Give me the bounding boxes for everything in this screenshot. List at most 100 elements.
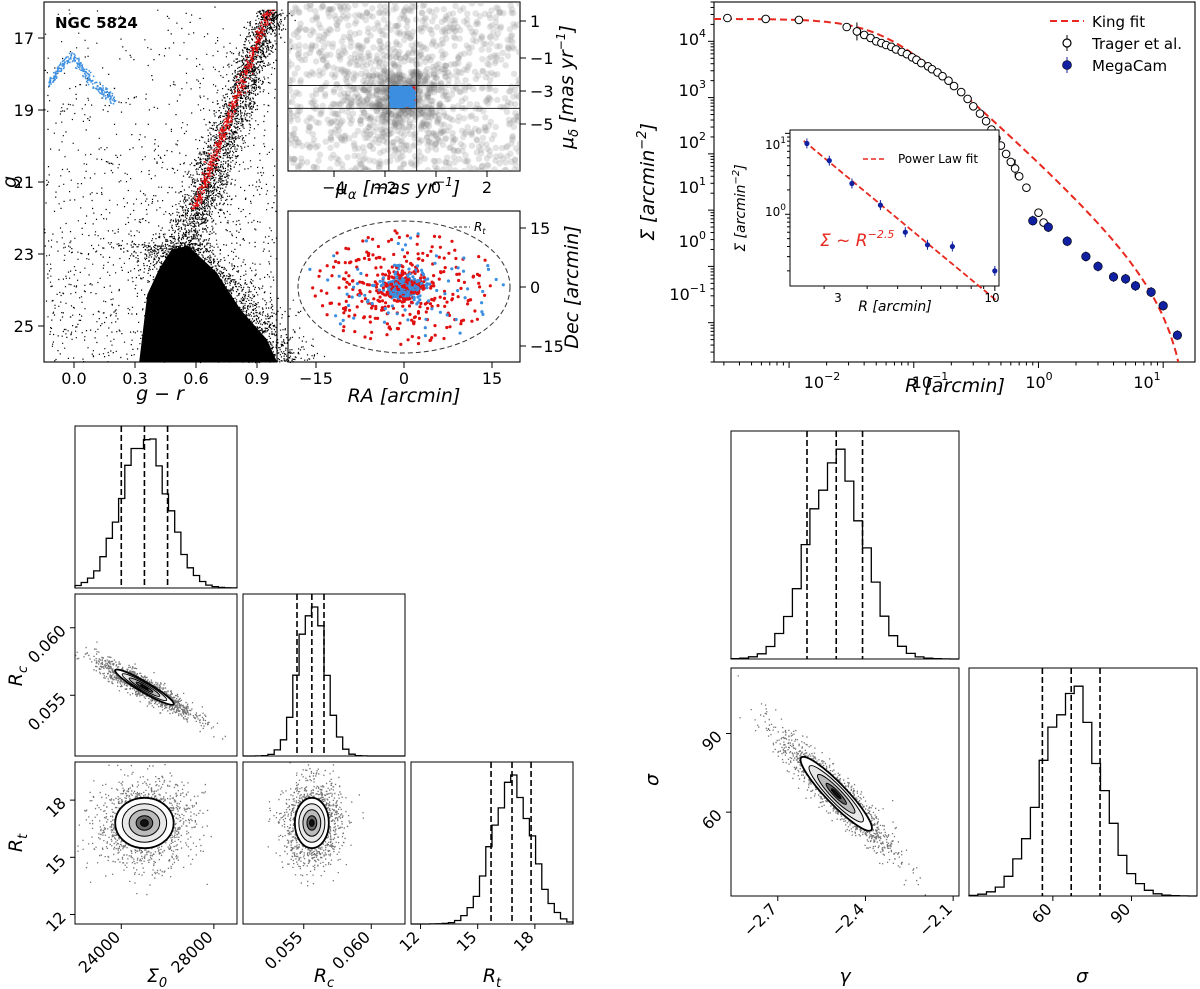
- pm-point: [288, 38, 292, 45]
- pm-point: [383, 101, 390, 109]
- c2-x1-label: σ: [1076, 965, 1089, 987]
- sky-point-red: [362, 256, 367, 260]
- sky-point-red: [413, 315, 417, 319]
- pm-point: [329, 100, 337, 108]
- pm-point: [489, 29, 497, 36]
- cmd-field-stars: [44, 6, 326, 364]
- sky-point-red: [405, 251, 410, 255]
- sky-point-blue: [434, 254, 438, 258]
- sky-point-core: [390, 304, 394, 308]
- sky-point-blue: [438, 310, 442, 314]
- pm-point: [401, 8, 408, 15]
- pm-point: [451, 42, 458, 50]
- sky-point-core: [392, 298, 396, 302]
- sky-point-core: [389, 282, 393, 286]
- pm-point: [461, 50, 468, 57]
- pm-point: [307, 46, 315, 53]
- pm-point: [486, 11, 493, 19]
- pm-point: [478, 33, 485, 40]
- pm-point: [389, 79, 397, 86]
- c1-y2-tick: 15: [42, 851, 70, 879]
- pm-point: [451, 27, 458, 35]
- pm-selected-blue: [405, 90, 410, 95]
- pm-point: [438, 87, 445, 94]
- pm-point: [464, 20, 471, 28]
- pm-point: [504, 52, 512, 60]
- pm-point: [512, 145, 520, 152]
- pm-point: [516, 140, 520, 147]
- pm-point: [372, 58, 379, 65]
- profile-x-label: R [arcmin]: [905, 375, 1005, 397]
- sky-point-red: [385, 333, 389, 337]
- sky-point-core: [412, 295, 416, 299]
- sky-point-blue: [345, 292, 349, 296]
- c1-x0-tick: 28000: [167, 927, 216, 976]
- pm-point: [362, 16, 369, 24]
- pm-point: [432, 86, 440, 94]
- pm-point: [373, 86, 380, 93]
- pm-point: [510, 70, 518, 78]
- pm-point: [405, 49, 412, 56]
- inset-xtick: 3: [834, 291, 842, 305]
- sky-point-red: [347, 282, 351, 286]
- pm-point: [401, 13, 408, 20]
- pm-point: [441, 90, 448, 98]
- pm-point: [427, 97, 435, 104]
- pm-point: [288, 110, 294, 117]
- pm-point: [380, 104, 387, 111]
- pm-point: [326, 166, 334, 171]
- pm-point: [445, 11, 453, 18]
- sky-point-red: [403, 255, 407, 259]
- sky-point-blue: [356, 267, 360, 271]
- pm-point: [426, 85, 433, 92]
- pm-point: [336, 3, 344, 10]
- sky-point-red: [423, 302, 427, 306]
- pm-point: [378, 114, 386, 121]
- pm-point: [321, 53, 328, 61]
- pm-point: [337, 3, 345, 11]
- pm-point: [507, 119, 514, 127]
- pm-point: [411, 69, 418, 76]
- pm-point: [315, 21, 323, 28]
- megacam-point: [1093, 261, 1103, 272]
- pm-point: [493, 43, 501, 50]
- pm-point: [345, 90, 352, 97]
- pm-point: [426, 85, 433, 92]
- pm-point: [496, 160, 503, 167]
- hist-step: [411, 774, 574, 925]
- pm-point: [377, 101, 384, 109]
- sky-point-core: [412, 277, 416, 281]
- pm-point: [308, 44, 315, 51]
- pm-point: [379, 118, 386, 125]
- profile-x-tick-labels: 10−2 10−1 100 101: [804, 370, 1161, 392]
- pm-point: [334, 21, 341, 29]
- pm-point: [337, 134, 344, 141]
- sky-point-core: [398, 276, 402, 280]
- pm-point: [449, 106, 457, 113]
- pm-point: [495, 9, 503, 16]
- pm-point: [464, 10, 471, 17]
- pm-point: [504, 153, 511, 160]
- pm-ytick: −1: [530, 49, 554, 68]
- sky-point-blue: [416, 264, 420, 268]
- density-contour: [830, 788, 842, 800]
- pm-point: [485, 55, 492, 62]
- megacam-point: [1108, 272, 1119, 282]
- sky-point-core: [402, 297, 406, 301]
- pm-point: [361, 81, 369, 88]
- pm-point: [367, 99, 374, 106]
- pm-point: [294, 33, 302, 41]
- pm-point: [479, 67, 486, 75]
- pm-point: [449, 10, 457, 17]
- pm-point: [398, 141, 405, 148]
- pm-point: [451, 147, 458, 155]
- pm-point: [363, 36, 371, 44]
- pm-point: [492, 13, 499, 21]
- pm-point: [394, 74, 401, 81]
- pm-point: [469, 37, 477, 44]
- pm-point: [456, 156, 463, 163]
- sky-point-red: [325, 313, 329, 317]
- pm-point: [503, 144, 510, 151]
- pm-point: [507, 2, 514, 9]
